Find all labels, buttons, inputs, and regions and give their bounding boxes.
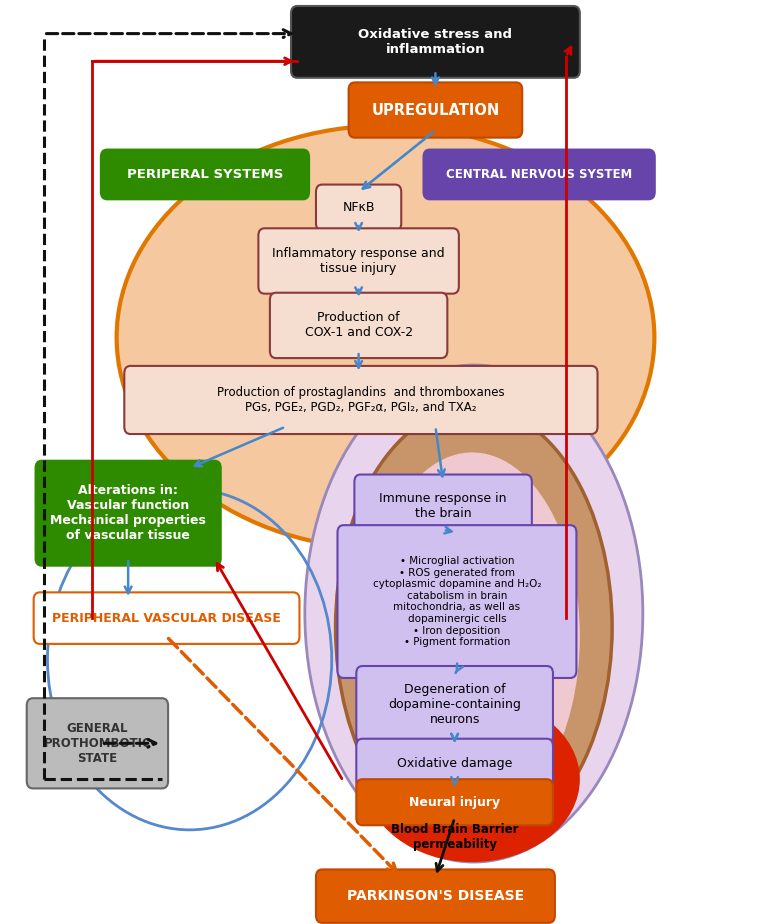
Text: Production of prostaglandins  and thromboxanes
PGs, PGE₂, PGD₂, PGF₂α, PGI₂, and: Production of prostaglandins and thrombo…: [217, 386, 505, 414]
Text: UPREGULATION: UPREGULATION: [372, 103, 500, 117]
FancyBboxPatch shape: [35, 461, 221, 565]
FancyBboxPatch shape: [355, 475, 532, 537]
Text: Oxidative damage: Oxidative damage: [397, 757, 512, 770]
Text: Oxidative stress and
inflammation: Oxidative stress and inflammation: [359, 28, 513, 55]
FancyBboxPatch shape: [124, 366, 598, 434]
Text: Blood Brain Barrier
permeability: Blood Brain Barrier permeability: [391, 823, 518, 851]
Text: Neural injury: Neural injury: [409, 796, 500, 808]
Text: PERIPHERAL VASCULAR DISEASE: PERIPHERAL VASCULAR DISEASE: [52, 612, 281, 625]
FancyBboxPatch shape: [356, 738, 553, 788]
FancyBboxPatch shape: [423, 150, 655, 200]
FancyBboxPatch shape: [34, 592, 299, 644]
FancyBboxPatch shape: [356, 666, 553, 743]
Ellipse shape: [116, 126, 655, 549]
Ellipse shape: [365, 697, 580, 862]
Ellipse shape: [365, 453, 580, 821]
FancyBboxPatch shape: [338, 525, 577, 678]
FancyBboxPatch shape: [291, 6, 580, 78]
Text: Alterations in:
Vascular function
Mechanical properties
of vascular tissue: Alterations in: Vascular function Mechan…: [50, 484, 206, 542]
Text: Production of
COX-1 and COX-2: Production of COX-1 and COX-2: [305, 311, 412, 339]
Text: PERIPERAL SYSTEMS: PERIPERAL SYSTEMS: [126, 168, 283, 181]
FancyBboxPatch shape: [101, 150, 309, 200]
Text: CENTRAL NERVOUS SYSTEM: CENTRAL NERVOUS SYSTEM: [446, 168, 632, 181]
FancyBboxPatch shape: [356, 779, 553, 825]
Text: Immune response in
the brain: Immune response in the brain: [379, 492, 507, 520]
FancyBboxPatch shape: [27, 699, 168, 788]
FancyBboxPatch shape: [316, 869, 555, 923]
Text: Degeneration of
dopamine-containing
neurons: Degeneration of dopamine-containing neur…: [389, 683, 521, 726]
Ellipse shape: [305, 365, 643, 862]
Text: • Microglial activation
• ROS generated from
cytoplasmic dopamine and H₂O₂
catab: • Microglial activation • ROS generated …: [372, 556, 541, 647]
Text: Inflammatory response and
tissue injury: Inflammatory response and tissue injury: [272, 247, 445, 275]
FancyBboxPatch shape: [270, 293, 447, 359]
Text: NFκB: NFκB: [342, 201, 375, 214]
Text: GENERAL
PROTHOMBOTIC
STATE: GENERAL PROTHOMBOTIC STATE: [43, 722, 151, 765]
FancyBboxPatch shape: [348, 82, 522, 138]
Text: PARKINSON'S DISEASE: PARKINSON'S DISEASE: [347, 889, 524, 903]
FancyBboxPatch shape: [316, 185, 401, 231]
FancyBboxPatch shape: [258, 228, 459, 294]
Ellipse shape: [335, 407, 612, 848]
